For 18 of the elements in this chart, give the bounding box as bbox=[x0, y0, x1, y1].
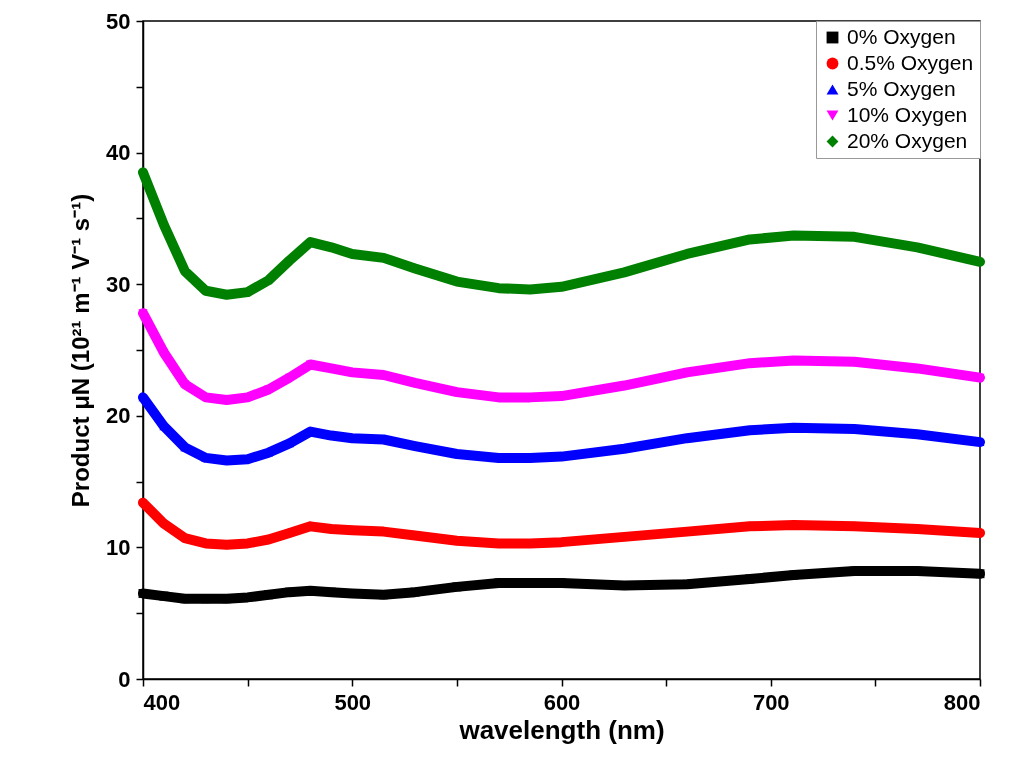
y-tick-label: 30 bbox=[106, 271, 131, 297]
x-tick-label: 400 bbox=[143, 689, 181, 715]
x-axis-title: wavelength (nm) bbox=[458, 714, 665, 745]
legend-label: 0% Oxygen bbox=[847, 24, 956, 48]
x-tick-label: 700 bbox=[752, 689, 790, 715]
x-tick-label: 800 bbox=[943, 689, 981, 715]
legend-label: 0.5% Oxygen bbox=[847, 50, 974, 74]
y-tick-label: 10 bbox=[106, 534, 131, 560]
y-tick-label: 40 bbox=[106, 140, 131, 166]
legend-label: 20% Oxygen bbox=[847, 128, 968, 152]
y-axis-title: Product μN (10²¹ m⁻¹ V⁻¹ s⁻¹) bbox=[67, 193, 95, 508]
y-tick-label: 0 bbox=[118, 666, 131, 692]
legend-label: 10% Oxygen bbox=[847, 102, 968, 126]
x-tick-label: 600 bbox=[543, 689, 581, 715]
y-tick-label: 20 bbox=[106, 403, 131, 429]
legend-label: 5% Oxygen bbox=[847, 76, 956, 100]
x-tick-label: 500 bbox=[334, 689, 372, 715]
y-tick-label: 50 bbox=[106, 8, 131, 34]
